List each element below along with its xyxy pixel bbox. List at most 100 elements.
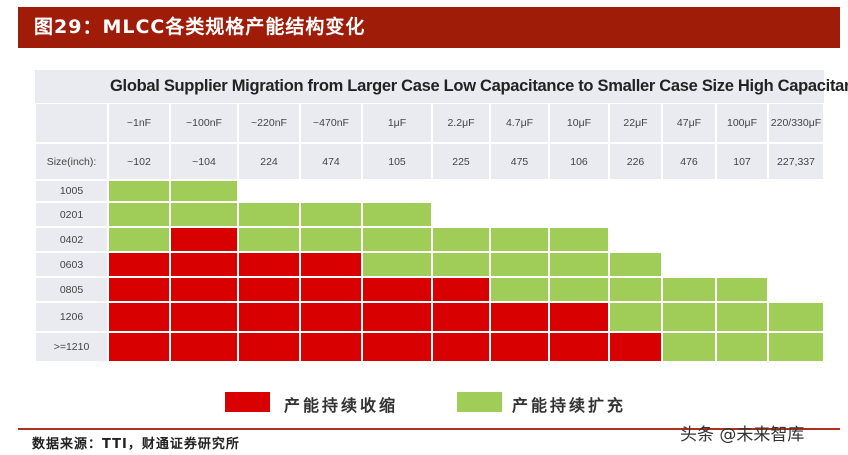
cell-capacity-shrink — [108, 302, 170, 332]
cell-capacity-shrink — [362, 332, 432, 362]
cell-capacity-shrink — [238, 302, 300, 332]
size-code-header: ~102 — [108, 143, 170, 180]
title-corner — [35, 70, 108, 103]
cell-capacity-shrink — [490, 332, 549, 362]
cell-capacity-shrink — [238, 252, 300, 277]
cell-capacity-shrink — [108, 277, 170, 302]
cell-capacity-shrink — [108, 332, 170, 362]
case-size-label: 0201 — [35, 202, 108, 227]
cell-capacity-expand — [108, 202, 170, 227]
cell-capacity-expand — [490, 227, 549, 252]
capacitance-header: 22μF — [609, 103, 662, 143]
legend-swatch-shrink — [225, 392, 270, 412]
cell-capacity-expand — [238, 227, 300, 252]
cell-capacity-expand — [490, 277, 549, 302]
cell-capacity-expand — [549, 252, 609, 277]
cell-capacity-shrink — [549, 332, 609, 362]
cell-capacity-expand — [768, 332, 824, 362]
cell-capacity-expand — [662, 332, 716, 362]
legend-label-expand: 产能持续扩充 — [512, 396, 627, 415]
size-code-header: 474 — [300, 143, 362, 180]
capacitance-header: ~1nF — [108, 103, 170, 143]
case-size-label: 0805 — [35, 277, 108, 302]
capacitance-header: 220/330μF — [768, 103, 824, 143]
size-code-header: 107 — [716, 143, 768, 180]
capacitance-header: 2.2μF — [432, 103, 490, 143]
cell-capacity-expand — [609, 277, 662, 302]
capacitance-header: ~100nF — [170, 103, 238, 143]
cell-capacity-shrink — [300, 277, 362, 302]
cell-capacity-shrink — [238, 332, 300, 362]
cell-capacity-shrink — [432, 302, 490, 332]
cell-capacity-expand — [362, 202, 432, 227]
capacitance-header: 10μF — [549, 103, 609, 143]
header-corner — [35, 103, 108, 143]
watermark: 头条 @未来智库 — [680, 425, 805, 445]
legend-label-shrink: 产能持续收缩 — [284, 396, 399, 415]
size-code-header: 106 — [549, 143, 609, 180]
cell-capacity-expand — [432, 227, 490, 252]
capacitance-header: 100μF — [716, 103, 768, 143]
cell-capacity-expand — [490, 252, 549, 277]
cell-capacity-shrink — [609, 332, 662, 362]
chart-title: Global Supplier Migration from Larger Ca… — [108, 70, 848, 103]
cell-capacity-expand — [300, 227, 362, 252]
cell-capacity-shrink — [108, 252, 170, 277]
cell-capacity-shrink — [300, 302, 362, 332]
cell-capacity-expand — [662, 277, 716, 302]
cell-capacity-shrink — [362, 302, 432, 332]
cell-capacity-expand — [716, 302, 768, 332]
cell-capacity-shrink — [432, 277, 490, 302]
source-note: 数据来源：TTI，财通证券研究所 — [32, 437, 240, 452]
size-code-header: 227,337 — [768, 143, 824, 180]
cell-capacity-expand — [549, 277, 609, 302]
cell-capacity-expand — [362, 252, 432, 277]
cell-capacity-expand — [300, 202, 362, 227]
size-code-header: 225 — [432, 143, 490, 180]
cell-capacity-shrink — [170, 302, 238, 332]
case-size-label: 0402 — [35, 227, 108, 252]
cell-capacity-expand — [549, 227, 609, 252]
capacitance-header: 47μF — [662, 103, 716, 143]
cell-capacity-expand — [238, 202, 300, 227]
size-code-header: 224 — [238, 143, 300, 180]
cell-capacity-shrink — [362, 277, 432, 302]
cell-capacity-shrink — [549, 302, 609, 332]
cell-capacity-shrink — [170, 332, 238, 362]
cell-capacity-expand — [768, 302, 824, 332]
size-code-header: 475 — [490, 143, 549, 180]
cell-capacity-shrink — [170, 277, 238, 302]
cell-capacity-expand — [170, 180, 238, 202]
capacitance-header: 4.7μF — [490, 103, 549, 143]
cell-capacity-shrink — [432, 332, 490, 362]
capacitance-header: ~470nF — [300, 103, 362, 143]
cell-capacity-shrink — [490, 302, 549, 332]
figure-title: 图29：MLCC各类规格产能结构变化 — [18, 7, 840, 48]
cell-capacity-expand — [716, 332, 768, 362]
size-code-header: 476 — [662, 143, 716, 180]
cell-capacity-expand — [609, 252, 662, 277]
capacitance-header: ~220nF — [238, 103, 300, 143]
size-code-header: 226 — [609, 143, 662, 180]
legend-swatch-expand — [457, 392, 502, 412]
cell-capacity-shrink — [300, 252, 362, 277]
cell-capacity-expand — [432, 252, 490, 277]
cell-capacity-expand — [108, 227, 170, 252]
cell-capacity-shrink — [170, 227, 238, 252]
size-code-header: 105 — [362, 143, 432, 180]
cell-capacity-shrink — [170, 252, 238, 277]
case-size-label: 0603 — [35, 252, 108, 277]
footer-divider — [18, 428, 840, 430]
cell-capacity-expand — [662, 302, 716, 332]
cell-capacity-expand — [108, 180, 170, 202]
case-size-label: 1206 — [35, 302, 108, 332]
size-code-header: ~104 — [170, 143, 238, 180]
cell-capacity-expand — [716, 277, 768, 302]
case-size-label: >=1210 — [35, 332, 108, 362]
cell-capacity-expand — [609, 302, 662, 332]
cell-capacity-shrink — [238, 277, 300, 302]
case-size-label: 1005 — [35, 180, 108, 202]
size-label: Size(inch): — [35, 143, 108, 180]
cell-capacity-expand — [362, 227, 432, 252]
cell-capacity-shrink — [300, 332, 362, 362]
